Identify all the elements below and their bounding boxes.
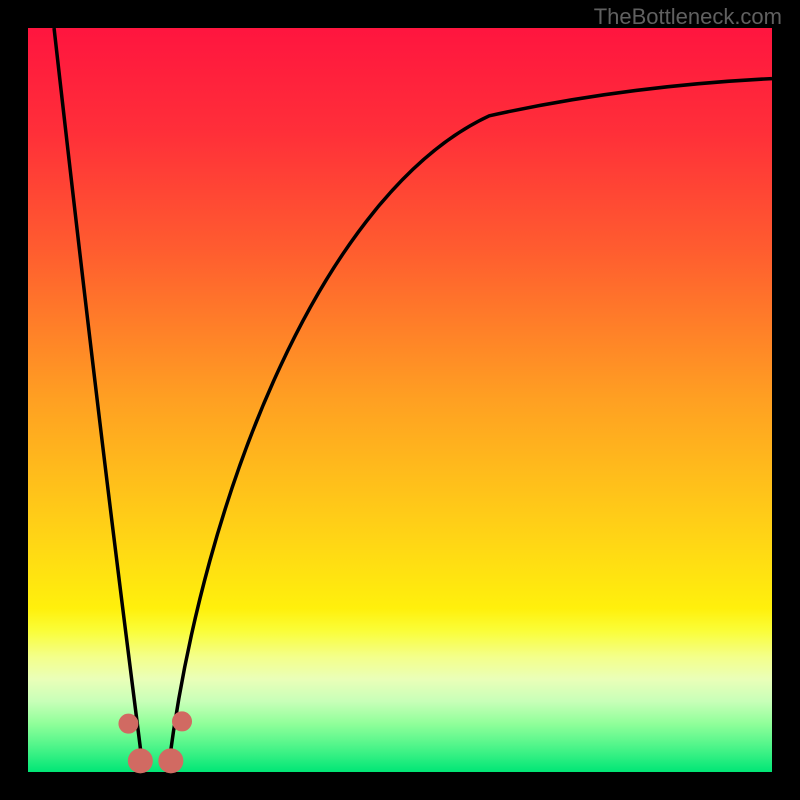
bottleneck-chart: { "watermark": { "text": "TheBottleneck.… — [0, 0, 800, 800]
watermark-text: TheBottleneck.com — [594, 4, 782, 30]
marker-point — [128, 749, 152, 773]
marker-point — [159, 749, 183, 773]
gradient-background — [28, 28, 772, 772]
chart-svg — [0, 0, 800, 800]
marker-point — [119, 714, 138, 733]
marker-point — [173, 712, 192, 731]
